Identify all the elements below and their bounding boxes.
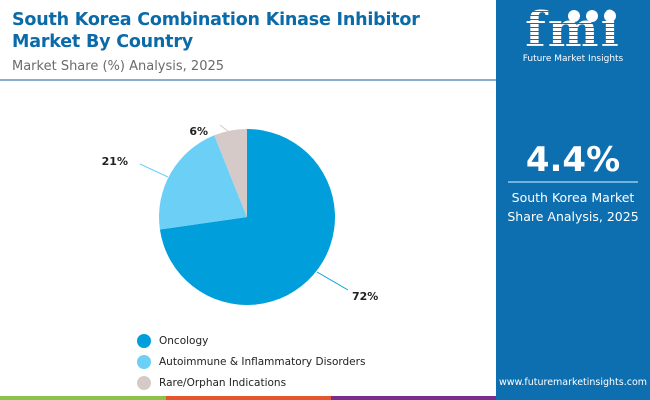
fmi-logo: fmi Future Market Insights	[496, 4, 650, 76]
stat-label-line2: Share Analysis, 2025	[507, 209, 639, 224]
legend-item-oncology: Oncology	[137, 330, 365, 351]
pie-slice-autoimmune-inflammatory-disorders	[159, 135, 247, 230]
data-label: 6%	[189, 125, 208, 138]
bottom-bar-orange	[166, 396, 331, 400]
website-link[interactable]: www.futuremarketinsights.com	[498, 377, 648, 388]
pie-slice-rare-orphan-indications	[214, 129, 247, 217]
chart-legend: Oncology Autoimmune & Inflammatory Disor…	[137, 330, 365, 393]
sidebar-panel: fmi Future Market Insights 4.4% South Ko…	[496, 0, 650, 400]
data-label: 21%	[102, 155, 128, 168]
stat-divider	[508, 181, 638, 183]
globe-asia-icon	[604, 10, 616, 22]
legend-swatch	[137, 354, 151, 369]
stat-value: 4.4%	[525, 140, 621, 180]
legend-label: Oncology	[159, 334, 209, 347]
stat-label: South Korea Market Share Analysis, 2025	[496, 188, 650, 226]
chart-subtitle: Market Share (%) Analysis, 2025	[12, 59, 225, 74]
globe-europe-icon	[586, 10, 598, 22]
leader-line	[219, 124, 230, 133]
legend-item-rare-orphan: Rare/Orphan Indications	[137, 372, 365, 393]
legend-swatch	[137, 375, 151, 390]
legend-swatch	[137, 333, 151, 348]
logo-subtext: Future Market Insights	[522, 54, 624, 64]
leader-line	[316, 271, 349, 291]
data-label: 72%	[352, 290, 378, 303]
header-divider	[0, 79, 496, 81]
bottom-bar-purple	[331, 396, 496, 400]
legend-label: Rare/Orphan Indications	[159, 376, 287, 389]
legend-label: Autoimmune & Inflammatory Disorders	[159, 355, 366, 368]
bottom-bar-green	[0, 396, 166, 400]
legend-item-autoimmune: Autoimmune & Inflammatory Disorders	[137, 351, 365, 372]
pie-chart: 72% 21% 6%	[102, 124, 378, 305]
stat-label-line1: South Korea Market	[511, 190, 635, 205]
chart-title: South Korea Combination Kinase Inhibitor…	[12, 10, 420, 52]
leader-line	[139, 163, 169, 178]
pie-slice-oncology	[159, 129, 335, 305]
globe-americas-icon	[568, 10, 580, 22]
globe-icons	[568, 10, 616, 22]
